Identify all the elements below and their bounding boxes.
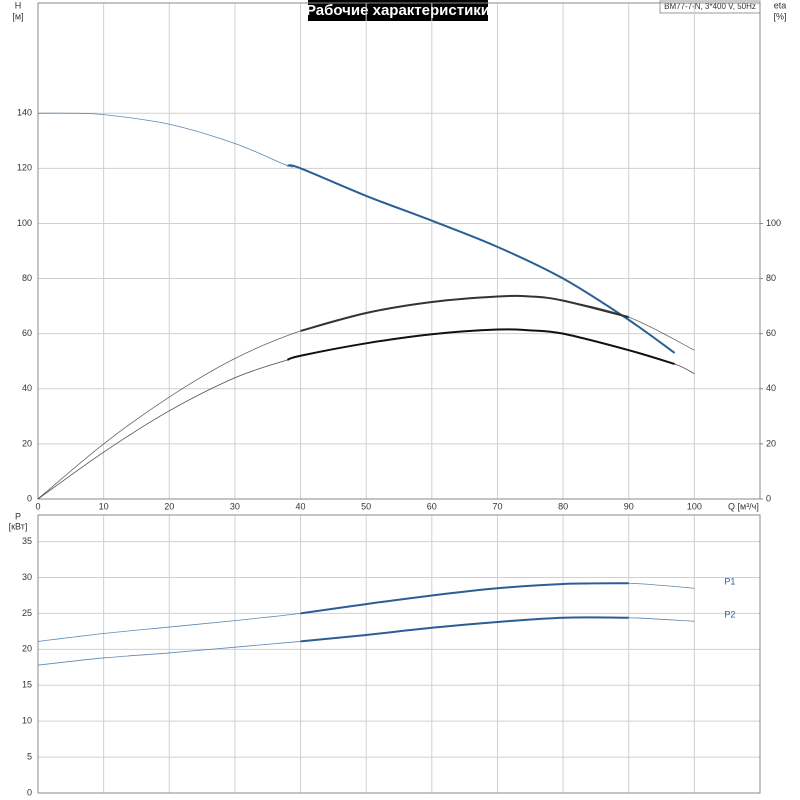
- x-tick-label: 50: [361, 501, 371, 511]
- y2-tick-label: 20: [766, 438, 776, 448]
- y-tick-label: 60: [22, 328, 32, 338]
- duty-curve: [300, 582, 629, 615]
- plot-frame: [37, 2, 761, 500]
- y-tick-label: 20: [22, 644, 32, 654]
- y-tick-label: 100: [17, 218, 32, 228]
- y2-tick-label: 80: [766, 273, 776, 283]
- y-tick-label: 120: [17, 163, 32, 173]
- y-tick-label: 0: [27, 493, 32, 503]
- y-tick-label: 35: [22, 536, 32, 546]
- y-tick-label: 40: [22, 383, 32, 393]
- x-tick-label: 40: [296, 501, 306, 511]
- x-label: Q [м³/ч]: [728, 501, 759, 511]
- x-tick-label: 60: [427, 501, 437, 511]
- duty-curve: [300, 616, 629, 643]
- y2-tick-label: 100: [766, 218, 781, 228]
- y-label: P: [15, 511, 21, 521]
- x-tick-label: 100: [687, 501, 702, 511]
- y-tick-label: 25: [22, 608, 32, 618]
- model-label: BM77-7-N, 3*400 V, 50Hz: [664, 2, 756, 11]
- x-tick-label: 30: [230, 501, 240, 511]
- title-box: [308, 0, 488, 21]
- y2-label: eta: [774, 0, 787, 10]
- x-tick-label: 10: [99, 501, 109, 511]
- x-tick-label: 80: [558, 501, 568, 511]
- y2-tick-label: 0: [766, 493, 771, 503]
- y-tick-label: 80: [22, 273, 32, 283]
- duty-curve: [287, 328, 675, 365]
- y-tick-label: 30: [22, 572, 32, 582]
- y-tick-label: 20: [22, 438, 32, 448]
- x-tick-label: 20: [164, 501, 174, 511]
- y-tick-label: 0: [27, 787, 32, 797]
- x-tick-label: 90: [624, 501, 634, 511]
- x-tick-label: 0: [35, 501, 40, 511]
- y2-unit: [%]: [773, 11, 786, 21]
- y-label: H: [15, 0, 22, 10]
- y2-tick-label: 60: [766, 328, 776, 338]
- plot-frame: [37, 514, 761, 794]
- y-tick-label: 140: [17, 108, 32, 118]
- y-tick-label: 5: [27, 751, 32, 761]
- series-label: P2: [724, 610, 735, 620]
- y-unit: [кВт]: [9, 521, 28, 531]
- y-unit: [м]: [12, 11, 23, 21]
- y2-tick-label: 40: [766, 383, 776, 393]
- duty-curve: [300, 294, 629, 332]
- y-tick-label: 10: [22, 716, 32, 726]
- y-tick-label: 15: [22, 680, 32, 690]
- duty-curve: [287, 164, 676, 354]
- series-label: P1: [724, 577, 735, 587]
- chart-title: Рабочие характеристики: [306, 2, 490, 19]
- x-tick-label: 70: [492, 501, 502, 511]
- curve: [37, 112, 675, 354]
